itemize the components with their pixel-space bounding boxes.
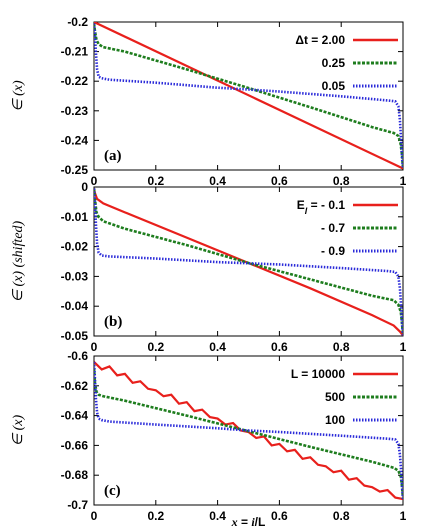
x-tick-label: 0.8 <box>333 340 350 354</box>
x-tick-label: 0.2 <box>147 174 164 188</box>
panel-a: -0.2 -0.21 -0.22 -0.23 -0.24 -0.250 0.2 0.4 0.6 0… <box>11 15 407 188</box>
legend-item: 0.25 <box>322 56 398 70</box>
y-tick-label: -0.23 <box>61 104 89 118</box>
x-tick-label: 0 <box>91 174 98 188</box>
x-tick-label: 0.8 <box>333 174 350 188</box>
x-tick-label: 0 <box>91 509 98 523</box>
y-tick-label: -0.62 <box>61 379 89 393</box>
series-line-1 <box>94 188 403 336</box>
y-axis-label: ∈ (x) <box>11 415 26 447</box>
x-tick-label: 0.4 <box>209 174 226 188</box>
y-tick-label: -0.21 <box>61 45 89 59</box>
x-tick-label: 1 <box>400 340 407 354</box>
y-axis-label: ∈ (x) (shifted) <box>11 220 26 302</box>
x-tick-label: 0.6 <box>271 174 288 188</box>
y-tick-label: -0.68 <box>61 468 89 482</box>
y-axis-label: ∈ (x) <box>11 80 26 112</box>
y-tick-label: -0.7 <box>67 498 88 512</box>
legend-item: L = 10000 <box>291 367 398 381</box>
y-tick-label: -0.04 <box>61 299 89 313</box>
legend-item: Δt = 2.00 <box>295 33 398 47</box>
x-tick-label: 0.2 <box>147 340 164 354</box>
panel-label: (a) <box>104 148 122 164</box>
legend-item: 500 <box>325 390 398 404</box>
y-tick-label: -0.25 <box>61 163 89 177</box>
x-tick-label: 0 <box>91 340 98 354</box>
x-tick-label: 0.2 <box>147 509 164 523</box>
y-tick-label: -0.05 <box>61 329 89 343</box>
legend-item: - 0.9 <box>321 244 398 258</box>
y-tick-label: -0.24 <box>61 133 89 147</box>
x-tick-label: 0.6 <box>271 509 288 523</box>
legend-label: - 0.9 <box>321 244 345 258</box>
x-axis-label: x = i/L <box>231 515 266 527</box>
series-line-1 <box>94 23 403 169</box>
series-line-0 <box>94 22 403 170</box>
legend-label: 0.25 <box>322 56 346 70</box>
panel-label: (c) <box>104 483 121 499</box>
y-tick-label: -0.64 <box>61 409 89 423</box>
legend-label: - 0.7 <box>321 221 345 235</box>
panel-b: 0-0.01-0.02-0.03-0.04-0.050 0.2 0.4 0.6 0.8 1… <box>11 180 407 354</box>
x-tick-label: 0.6 <box>271 340 288 354</box>
x-tick-label: 1 <box>400 174 407 188</box>
legend-label: L = 10000 <box>291 367 345 381</box>
legend-label: 500 <box>325 390 345 404</box>
y-tick-label: -0.02 <box>61 240 89 254</box>
legend-label: 100 <box>325 413 345 427</box>
series-line-2 <box>94 188 403 336</box>
legend-item: 0.05 <box>322 79 398 93</box>
y-tick-label: -0.22 <box>61 74 89 88</box>
legend-item: El = - 0.1 <box>297 198 398 216</box>
legend-label: El = - 0.1 <box>297 198 346 216</box>
plot-frame <box>93 186 404 337</box>
panel-c: -0.6 -0.62 -0.64 -0.66 -0.68 -0.70 0.2 0.4 0.6 0.… <box>11 349 407 527</box>
series-line-0 <box>94 188 403 336</box>
y-tick-label: -0.01 <box>61 210 89 224</box>
y-tick-label: -0.6 <box>67 349 88 363</box>
legend-item: - 0.7 <box>321 221 398 235</box>
series-line-2 <box>94 361 403 500</box>
panel-label: (b) <box>104 314 122 330</box>
x-tick-label: 0.4 <box>209 509 226 523</box>
legend-label: Δt = 2.00 <box>295 33 345 47</box>
y-tick-label: -0.66 <box>61 438 89 452</box>
y-tick-label: -0.2 <box>67 15 88 29</box>
series-line-2 <box>94 23 403 169</box>
legend-label: 0.05 <box>322 79 346 93</box>
plot-frame <box>93 355 404 506</box>
x-tick-label: 0.8 <box>333 509 350 523</box>
y-tick-label: -0.03 <box>61 269 89 283</box>
legend-item: 100 <box>325 413 398 427</box>
y-tick-label: 0 <box>81 180 88 194</box>
x-tick-label: 1 <box>400 509 407 523</box>
x-tick-label: 0.4 <box>209 340 226 354</box>
plot-frame <box>93 21 404 171</box>
